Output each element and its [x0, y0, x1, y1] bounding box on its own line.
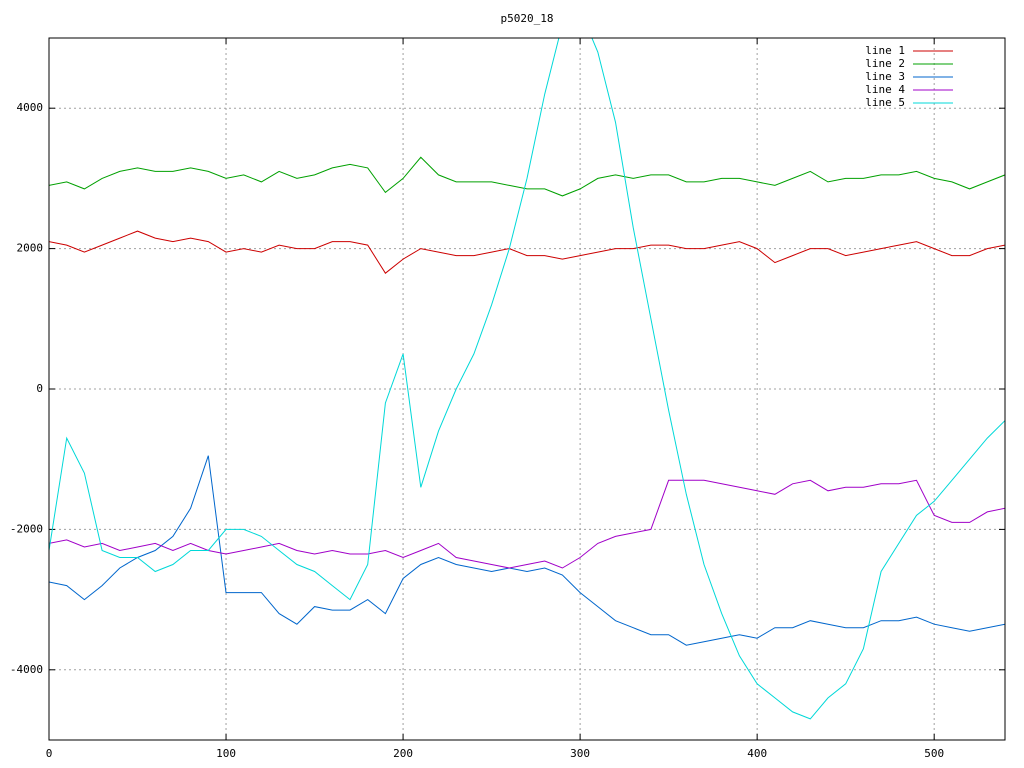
plot-area [49, 38, 1005, 720]
y-tick-label: -2000 [10, 522, 43, 535]
data-line [49, 156, 1005, 197]
y-tick-label: -4000 [10, 663, 43, 676]
x-tick-label: 500 [924, 747, 944, 760]
legend-label: line 1 [865, 44, 905, 57]
data-line [49, 38, 1005, 720]
chart-title: p5020_18 [501, 12, 554, 25]
data-line [49, 479, 1005, 569]
x-tick-label: 0 [46, 747, 53, 760]
x-tick-label: 400 [747, 747, 767, 760]
x-tick-label: 200 [393, 747, 413, 760]
x-tick-label: 100 [216, 747, 236, 760]
y-tick-label: 4000 [17, 101, 44, 114]
legend-label: line 3 [865, 70, 905, 83]
y-tick-label: 0 [36, 382, 43, 395]
x-tick-label: 300 [570, 747, 590, 760]
y-tick-label: 2000 [17, 242, 44, 255]
data-line [49, 455, 1005, 646]
plot-border [48, 37, 1006, 741]
data-line [49, 230, 1005, 274]
legend-label: line 4 [865, 83, 905, 96]
legend-label: line 5 [865, 96, 905, 109]
legend-label: line 2 [865, 57, 905, 70]
